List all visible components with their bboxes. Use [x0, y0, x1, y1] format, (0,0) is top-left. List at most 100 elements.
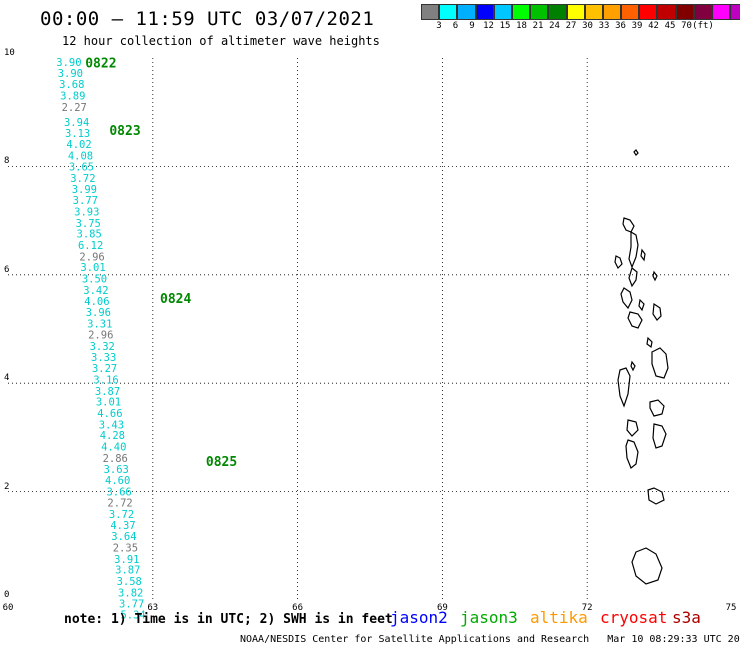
swh-value-label: 3.77: [119, 598, 144, 610]
island-outline: [620, 287, 633, 310]
footer-credit: NOAA/NESDIS Center for Satellite Applica…: [240, 634, 740, 645]
swh-value-label: 2.35: [113, 542, 138, 554]
scale-swatch: [639, 4, 658, 20]
y-tick-label: 10: [4, 48, 15, 58]
x-tick-label: 72: [581, 603, 593, 613]
island-outline: [647, 487, 665, 505]
satellite-legend-altika: altika: [530, 608, 588, 627]
island-outline: [631, 547, 663, 585]
x-tick-label: 66: [292, 603, 304, 613]
swh-value-label: 4.60: [105, 475, 130, 487]
swh-value-label: 3.68: [59, 79, 84, 91]
orbit-label: 0823: [109, 124, 140, 139]
island-outline: [640, 248, 646, 262]
island-outline: [651, 347, 669, 379]
scale-swatch: [439, 4, 458, 20]
y-tick-label: 8: [4, 156, 10, 167]
swh-value-label: 4.02: [66, 139, 91, 151]
island-outline: [625, 439, 639, 469]
swh-value-label: 3.42: [83, 285, 108, 297]
scale-swatch: [566, 4, 585, 20]
island-outline: [652, 423, 667, 449]
credit-timestamp: Mar 10 08:29:33 UTC 2021: [607, 634, 740, 645]
scale-swatch: [675, 4, 694, 20]
x-tick-label: 75: [725, 603, 737, 613]
swh-value-label: 3.32: [90, 341, 115, 353]
swh-value-label: 3.87: [95, 386, 120, 398]
island-outline: [622, 217, 635, 233]
swh-value-label: 3.31: [87, 319, 112, 331]
swh-value-label: 4.37: [110, 520, 135, 532]
y-tick-label: 6: [4, 264, 10, 275]
island-outline: [617, 367, 631, 408]
scale-label: 70: [681, 21, 692, 31]
swh-value-label: 3.65: [69, 161, 94, 173]
orbit-label: 0825: [206, 455, 237, 470]
scale-swatch: [657, 4, 676, 20]
swh-value-label: 3.77: [73, 195, 98, 207]
swh-value-label: 4.66: [97, 408, 122, 420]
scale-swatch: [712, 4, 731, 20]
scale-label: 3: [436, 21, 442, 31]
scale-swatch: [584, 4, 603, 20]
island-outline: [630, 360, 636, 372]
swh-value-label: 3.72: [70, 173, 95, 185]
y-tick-label: 0: [4, 590, 10, 600]
island-outline: [652, 270, 658, 282]
swh-value-label: 3.33: [91, 352, 116, 364]
scale-swatch: [475, 4, 494, 20]
island-outline: [627, 311, 643, 329]
credit-org: NOAA/NESDIS Center for Satellite Applica…: [240, 634, 590, 645]
island-outline: [652, 302, 662, 321]
y-tick-label: 4: [4, 373, 10, 384]
island-outline: [626, 419, 639, 437]
island-outline: [646, 336, 653, 349]
scale-swatch: [457, 4, 476, 20]
swh-value-label: 3.50: [82, 274, 107, 286]
swh-value-label: 2.27: [62, 102, 87, 114]
swh-value-label: 3.94: [64, 117, 89, 129]
swh-value-label: 3.99: [72, 184, 97, 196]
scale-label: 15: [499, 21, 511, 31]
swh-value-label: 3.27: [92, 363, 117, 375]
swh-value-label: 3.75: [76, 218, 101, 230]
footer-note: note: 1) Time is in UTC; 2) SWH is in fe…: [64, 612, 393, 627]
island-outline: [628, 266, 638, 288]
scale-swatch: [621, 4, 640, 20]
satellite-legend-s3a: s3a: [672, 608, 701, 627]
swh-value-label: 4.40: [101, 442, 126, 454]
x-tick-label: 63: [147, 603, 159, 613]
y-tick-label: 2: [4, 481, 10, 492]
swh-value-label: 4.06: [84, 296, 109, 308]
scale-label: 42: [648, 21, 659, 31]
scale-label: 36: [615, 21, 626, 31]
swh-value-label: 3.82: [118, 587, 143, 599]
scale-label: 45: [664, 21, 676, 31]
swh-value-label: 2.96: [79, 251, 104, 263]
swh-value-label: 3.13: [65, 128, 90, 140]
scale-swatch: [602, 4, 622, 20]
scale-label: 39: [631, 21, 643, 31]
scale-label: 27: [565, 21, 577, 31]
swh-value-label: 3.66: [106, 487, 131, 499]
scale-label: 21: [532, 21, 544, 31]
swh-value-label: 3.01: [96, 397, 121, 409]
swh-value-label: 5.34: [120, 610, 145, 622]
swh-value-label: 3.90: [56, 57, 81, 69]
swh-value-label: 3.16: [93, 374, 118, 386]
swh-value-label: 3.96: [86, 307, 111, 319]
scale-swatch: [530, 4, 549, 20]
x-tick-label: 60: [2, 603, 14, 613]
swh-value-label: 3.87: [115, 565, 140, 577]
map-title: 00:00 – 11:59 UTC 03/07/2021: [40, 8, 375, 30]
orbit-label: 0824: [160, 292, 191, 307]
scale-label: 6: [452, 21, 459, 31]
scale-label: 24: [549, 21, 560, 31]
swh-value-label: 3.93: [74, 206, 99, 218]
scale-label: 33: [598, 21, 610, 31]
scale-swatch: [730, 4, 740, 20]
swh-value-label: 3.63: [104, 464, 129, 476]
scale-swatch: [693, 4, 712, 20]
swh-value-label: 3.89: [60, 90, 85, 102]
satellite-legend-jason2: jason2: [390, 608, 448, 627]
